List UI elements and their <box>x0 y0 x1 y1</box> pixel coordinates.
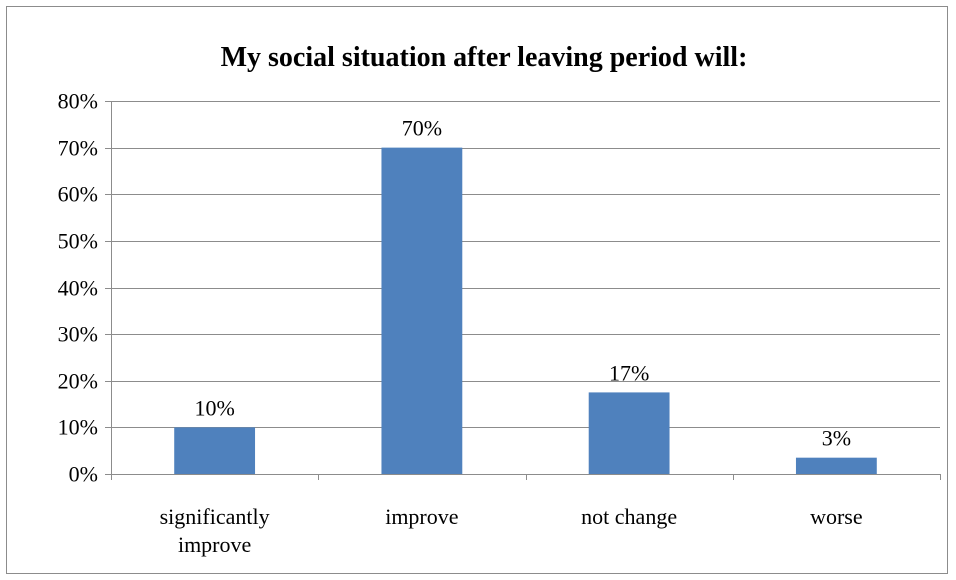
y-tick-label: 70% <box>58 136 98 161</box>
bar <box>381 147 463 474</box>
bar <box>588 392 670 474</box>
data-label: 70% <box>402 116 442 141</box>
category-label: worse <box>810 504 863 529</box>
y-tick-label: 80% <box>58 89 98 114</box>
y-tick-label: 20% <box>58 369 98 394</box>
category-label: improve <box>385 504 458 529</box>
y-tick-label: 50% <box>58 229 98 254</box>
chart-frame <box>6 6 948 574</box>
category-label: significantly <box>160 504 270 529</box>
gridlines <box>111 101 940 428</box>
bars <box>174 147 877 474</box>
chart-title: My social situation after leaving period… <box>221 42 748 73</box>
bar <box>795 457 877 474</box>
bar <box>174 427 256 474</box>
category-label: improve <box>178 532 251 557</box>
y-tick-label: 0% <box>69 462 98 487</box>
y-tick-label: 60% <box>58 182 98 207</box>
data-label: 10% <box>194 395 234 420</box>
data-label: 3% <box>822 426 851 451</box>
x-axis-category-labels: significantly improve improve not change wor… <box>160 504 863 557</box>
y-tick-label: 30% <box>58 322 98 347</box>
y-tick-label: 10% <box>58 415 98 440</box>
axes <box>105 101 941 480</box>
y-axis-tick-labels: 0% 10% 20% 30% 40% 50% 60% 70% 80% <box>58 89 98 487</box>
data-label: 17% <box>609 360 649 385</box>
category-label: not change <box>581 504 677 529</box>
data-labels: 10% 70% 17% 3% <box>194 116 851 451</box>
y-tick-label: 40% <box>58 276 98 301</box>
